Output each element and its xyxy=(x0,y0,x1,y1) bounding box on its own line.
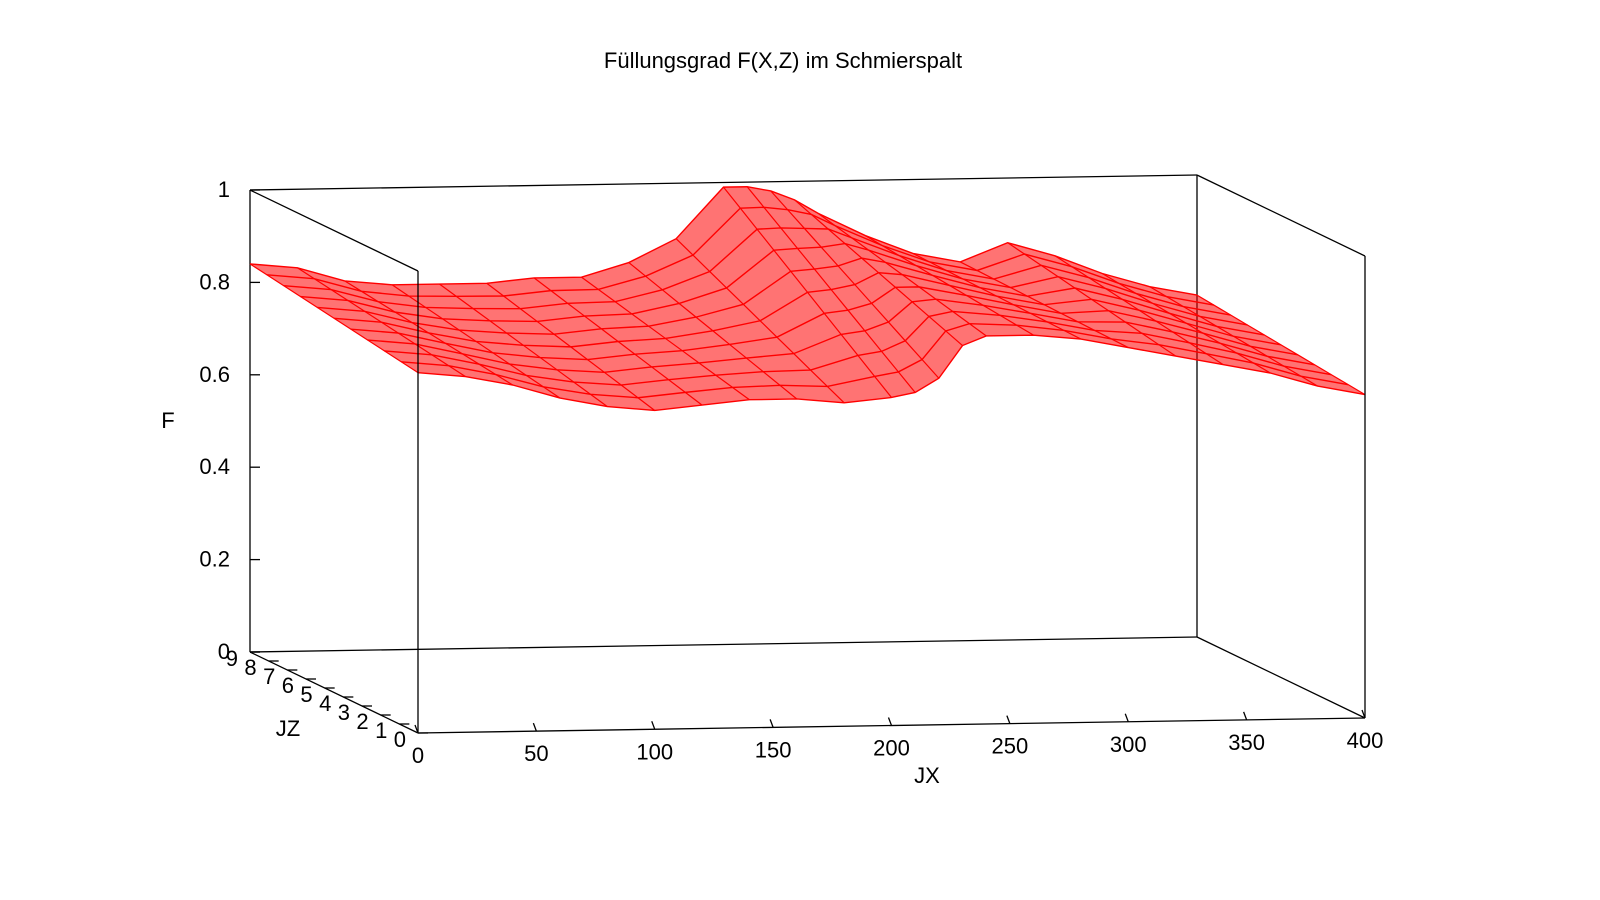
surface-line-x140 xyxy=(581,276,750,401)
surface-line-x300 xyxy=(959,261,1129,349)
y-tick-label: 0 xyxy=(394,727,406,752)
z-tick-label: 0.4 xyxy=(199,454,230,479)
surface-line-x20 xyxy=(297,267,466,378)
surface-line-x220 xyxy=(770,190,940,379)
x-tick-label: 400 xyxy=(1347,728,1384,753)
x-axis-label: JX xyxy=(914,763,940,788)
surface-line-x100 xyxy=(486,282,656,411)
x-tick-label: 250 xyxy=(992,734,1029,759)
y-tick-label: 6 xyxy=(282,673,294,698)
surface-line-x60 xyxy=(391,284,561,399)
z-axis-label: F xyxy=(161,408,174,433)
x-tick-label: 100 xyxy=(636,739,673,764)
x-tick-label: 50 xyxy=(524,741,548,766)
z-axis-ticks: 0 0.2 0.4 0.6 0.8 1 xyxy=(199,177,260,664)
box-edge-back-bottom xyxy=(249,636,1198,653)
z-tick-label: 0.2 xyxy=(199,547,230,572)
x-tick-mark xyxy=(1124,713,1129,722)
z-tick-label: 0.6 xyxy=(199,362,230,387)
surface-band xyxy=(250,186,1365,411)
x-tick-mark xyxy=(1006,715,1011,724)
y-tick-label: 8 xyxy=(244,655,256,680)
surface-line-x120 xyxy=(533,277,703,406)
surface-line-x280 xyxy=(912,252,1082,340)
box-edge-back-top xyxy=(249,174,1198,191)
surface-line-x180 xyxy=(675,238,845,404)
y-tick-label: 2 xyxy=(356,709,368,734)
y-tick-label: 3 xyxy=(338,700,350,725)
z-tick-label: 0.8 xyxy=(199,269,230,294)
surface-line-x380 xyxy=(1149,286,1318,387)
x-tick-label: 350 xyxy=(1228,730,1265,755)
surface-line-x80 xyxy=(439,283,608,408)
x-tick-label: 300 xyxy=(1110,732,1147,757)
x-tick-mark xyxy=(1243,711,1248,721)
z-tick-label: 0 xyxy=(218,639,230,664)
surface-line-x0 xyxy=(249,263,419,374)
surface-line-x260 xyxy=(865,235,1034,336)
x-tick-label: 200 xyxy=(873,736,910,761)
surface-line-x210 xyxy=(746,186,916,393)
chart-title: Füllungsgrad F(X,Z) im Schmierspalt xyxy=(604,48,962,73)
surface-line-x160 xyxy=(628,262,798,400)
surface-line-x240 xyxy=(817,212,987,337)
surface-line-x340 xyxy=(1054,255,1224,366)
surface-line-x40 xyxy=(344,280,514,386)
surface-line-x320 xyxy=(1007,242,1176,357)
x-tick-mark xyxy=(414,724,419,734)
box-edge-top-left xyxy=(249,189,419,272)
y-tick-label: 4 xyxy=(319,691,331,716)
surface-line-x360 xyxy=(1101,273,1271,374)
x-tick-label: 0 xyxy=(412,743,424,768)
x-tick-mark xyxy=(1361,709,1366,719)
y-axis-label: JZ xyxy=(276,716,300,741)
box-edge-top-right xyxy=(1196,174,1366,257)
box-edge-bottom-left xyxy=(249,651,419,734)
y-tick-label: 7 xyxy=(263,664,275,689)
x-tick-mark xyxy=(769,719,774,728)
y-tick-label: 9 xyxy=(226,646,238,671)
surface-line-x200 xyxy=(723,186,892,398)
surface-line-x400 xyxy=(1196,294,1366,396)
x-tick-mark xyxy=(651,721,656,730)
surface-line-x230 xyxy=(794,199,963,346)
x-tick-mark xyxy=(532,722,537,732)
back-box-edges xyxy=(249,174,1366,653)
y-tick-label: 1 xyxy=(375,718,387,743)
y-tick-label: 5 xyxy=(300,682,312,707)
x-axis-ticks: 0 50 100 150 200 250 300 350 400 xyxy=(412,709,1384,768)
box-edge-bottom-right xyxy=(1196,636,1366,719)
x-tick-label: 150 xyxy=(755,737,792,762)
z-tick-label: 1 xyxy=(218,177,230,202)
surface-mesh xyxy=(249,186,1366,412)
x-tick-mark xyxy=(887,717,893,726)
